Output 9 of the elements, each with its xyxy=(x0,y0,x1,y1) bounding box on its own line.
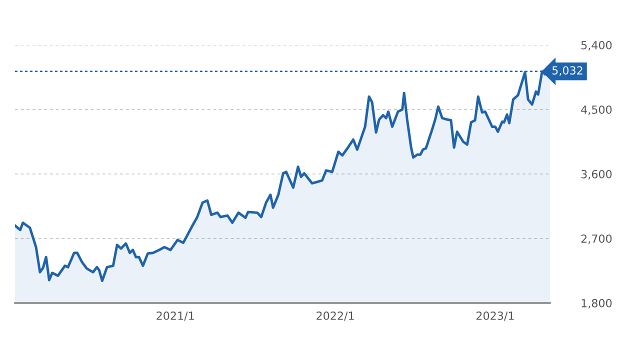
x-tick-label: 2022/1 xyxy=(316,312,354,321)
x-tick-label: 2021/1 xyxy=(156,312,194,321)
y-tick-label: 3,600 xyxy=(581,170,612,180)
y-tick-label: 1,800 xyxy=(582,298,612,309)
x-tick-label: 2023/1 xyxy=(476,312,514,321)
ref-line-label: 5,032 xyxy=(552,66,582,76)
y-tick-label: 2,700 xyxy=(581,234,612,244)
y-tick-label: 4,500 xyxy=(581,105,612,116)
y-tick-label: 5,400 xyxy=(581,40,612,51)
